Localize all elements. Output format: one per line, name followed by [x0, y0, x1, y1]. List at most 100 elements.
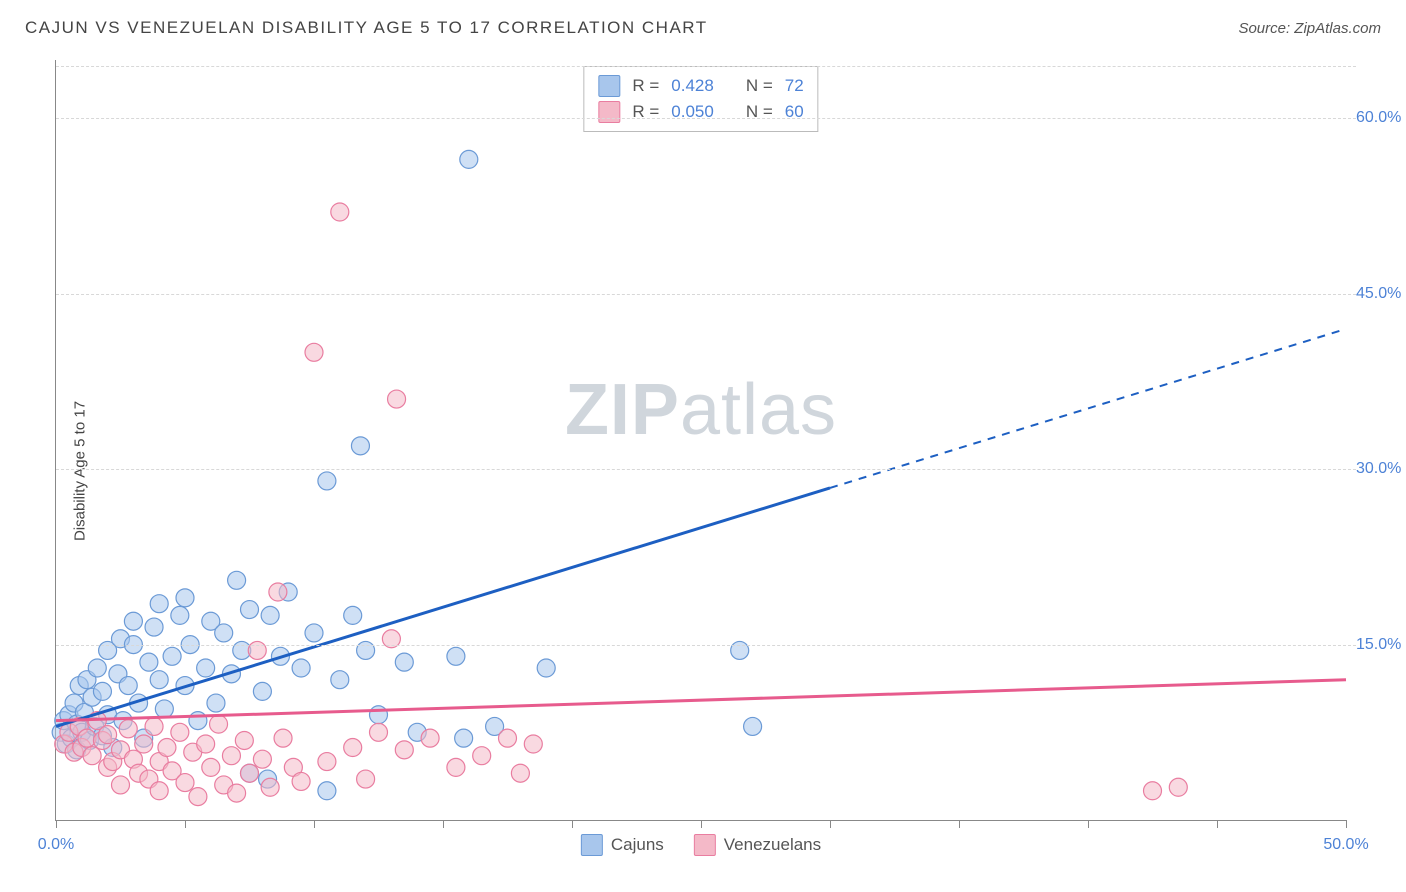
x-tick: [185, 820, 186, 828]
r-label: R =: [632, 76, 659, 96]
x-tick: [1346, 820, 1347, 828]
scatter-point: [455, 729, 473, 747]
scatter-point: [189, 788, 207, 806]
scatter-point: [155, 700, 173, 718]
scatter-point: [395, 741, 413, 759]
scatter-point: [344, 739, 362, 757]
regression-line: [56, 488, 830, 727]
legend-stats-row: R = 0.050 N = 60: [598, 99, 803, 125]
scatter-point: [344, 606, 362, 624]
scatter-point: [318, 472, 336, 490]
scatter-point: [460, 150, 478, 168]
legend-stats-row: R = 0.428 N = 72: [598, 73, 803, 99]
scatter-point: [318, 753, 336, 771]
scatter-point: [447, 647, 465, 665]
scatter-point: [1169, 778, 1187, 796]
regression-line: [56, 680, 1346, 721]
scatter-point: [241, 764, 259, 782]
grid-line: [56, 66, 1356, 67]
scatter-point: [744, 717, 762, 735]
scatter-point: [135, 735, 153, 753]
scatter-point: [269, 583, 287, 601]
chart-header: CAJUN VS VENEZUELAN DISABILITY AGE 5 TO …: [25, 18, 1381, 38]
scatter-point: [150, 782, 168, 800]
scatter-point: [145, 618, 163, 636]
x-tick-label: 0.0%: [38, 836, 74, 854]
legend-series: Cajuns Venezuelans: [581, 834, 821, 856]
n-label: N =: [746, 76, 773, 96]
scatter-point: [197, 659, 215, 677]
legend-item: Cajuns: [581, 834, 664, 856]
scatter-point: [473, 747, 491, 765]
scatter-point: [171, 606, 189, 624]
scatter-point: [370, 723, 388, 741]
chart-source: Source: ZipAtlas.com: [1238, 20, 1381, 37]
scatter-point: [241, 601, 259, 619]
legend-swatch-venezuelans: [694, 834, 716, 856]
scatter-point: [331, 203, 349, 221]
legend-item: Venezuelans: [694, 834, 821, 856]
scatter-point: [140, 653, 158, 671]
scatter-point: [253, 750, 271, 768]
scatter-plot: ZIPatlas R = 0.428 N = 72 R = 0.050 N = …: [55, 60, 1346, 821]
grid-line: [56, 294, 1356, 295]
legend-label: Venezuelans: [724, 835, 821, 855]
y-tick-label: 15.0%: [1356, 636, 1406, 654]
legend-stats: R = 0.428 N = 72 R = 0.050 N = 60: [583, 66, 818, 132]
legend-swatch-cajuns: [598, 75, 620, 97]
scatter-point: [395, 653, 413, 671]
scatter-point: [150, 595, 168, 613]
scatter-point: [202, 758, 220, 776]
x-tick: [1088, 820, 1089, 828]
n-value: 72: [785, 76, 804, 96]
x-tick: [830, 820, 831, 828]
y-tick-label: 45.0%: [1356, 285, 1406, 303]
scatter-point: [537, 659, 555, 677]
scatter-point: [511, 764, 529, 782]
legend-swatch-cajuns: [581, 834, 603, 856]
scatter-point: [228, 571, 246, 589]
chart-title: CAJUN VS VENEZUELAN DISABILITY AGE 5 TO …: [25, 18, 708, 38]
scatter-point: [228, 784, 246, 802]
y-tick-label: 60.0%: [1356, 109, 1406, 127]
scatter-point: [499, 729, 517, 747]
scatter-point: [150, 671, 168, 689]
scatter-point: [292, 772, 310, 790]
scatter-point: [176, 589, 194, 607]
scatter-point: [197, 735, 215, 753]
scatter-point: [331, 671, 349, 689]
scatter-point: [119, 720, 137, 738]
scatter-point: [176, 774, 194, 792]
legend-label: Cajuns: [611, 835, 664, 855]
y-tick-label: 30.0%: [1356, 460, 1406, 478]
scatter-point: [88, 659, 106, 677]
legend-swatch-venezuelans: [598, 101, 620, 123]
scatter-point: [158, 739, 176, 757]
scatter-point: [99, 726, 117, 744]
grid-line: [56, 645, 1356, 646]
plot-svg: [56, 60, 1346, 820]
scatter-point: [207, 694, 225, 712]
scatter-point: [93, 682, 111, 700]
scatter-point: [145, 717, 163, 735]
scatter-point: [171, 723, 189, 741]
grid-line: [56, 118, 1356, 119]
scatter-point: [421, 729, 439, 747]
scatter-point: [189, 712, 207, 730]
scatter-point: [261, 778, 279, 796]
scatter-point: [112, 776, 130, 794]
scatter-point: [124, 612, 142, 630]
r-value: 0.428: [671, 76, 714, 96]
scatter-point: [351, 437, 369, 455]
x-tick: [959, 820, 960, 828]
scatter-point: [222, 747, 240, 765]
scatter-point: [274, 729, 292, 747]
regression-line-dashed: [830, 329, 1346, 488]
scatter-point: [318, 782, 336, 800]
scatter-point: [119, 677, 137, 695]
scatter-point: [305, 624, 323, 642]
scatter-point: [215, 624, 233, 642]
x-tick: [572, 820, 573, 828]
scatter-point: [447, 758, 465, 776]
scatter-point: [235, 731, 253, 749]
